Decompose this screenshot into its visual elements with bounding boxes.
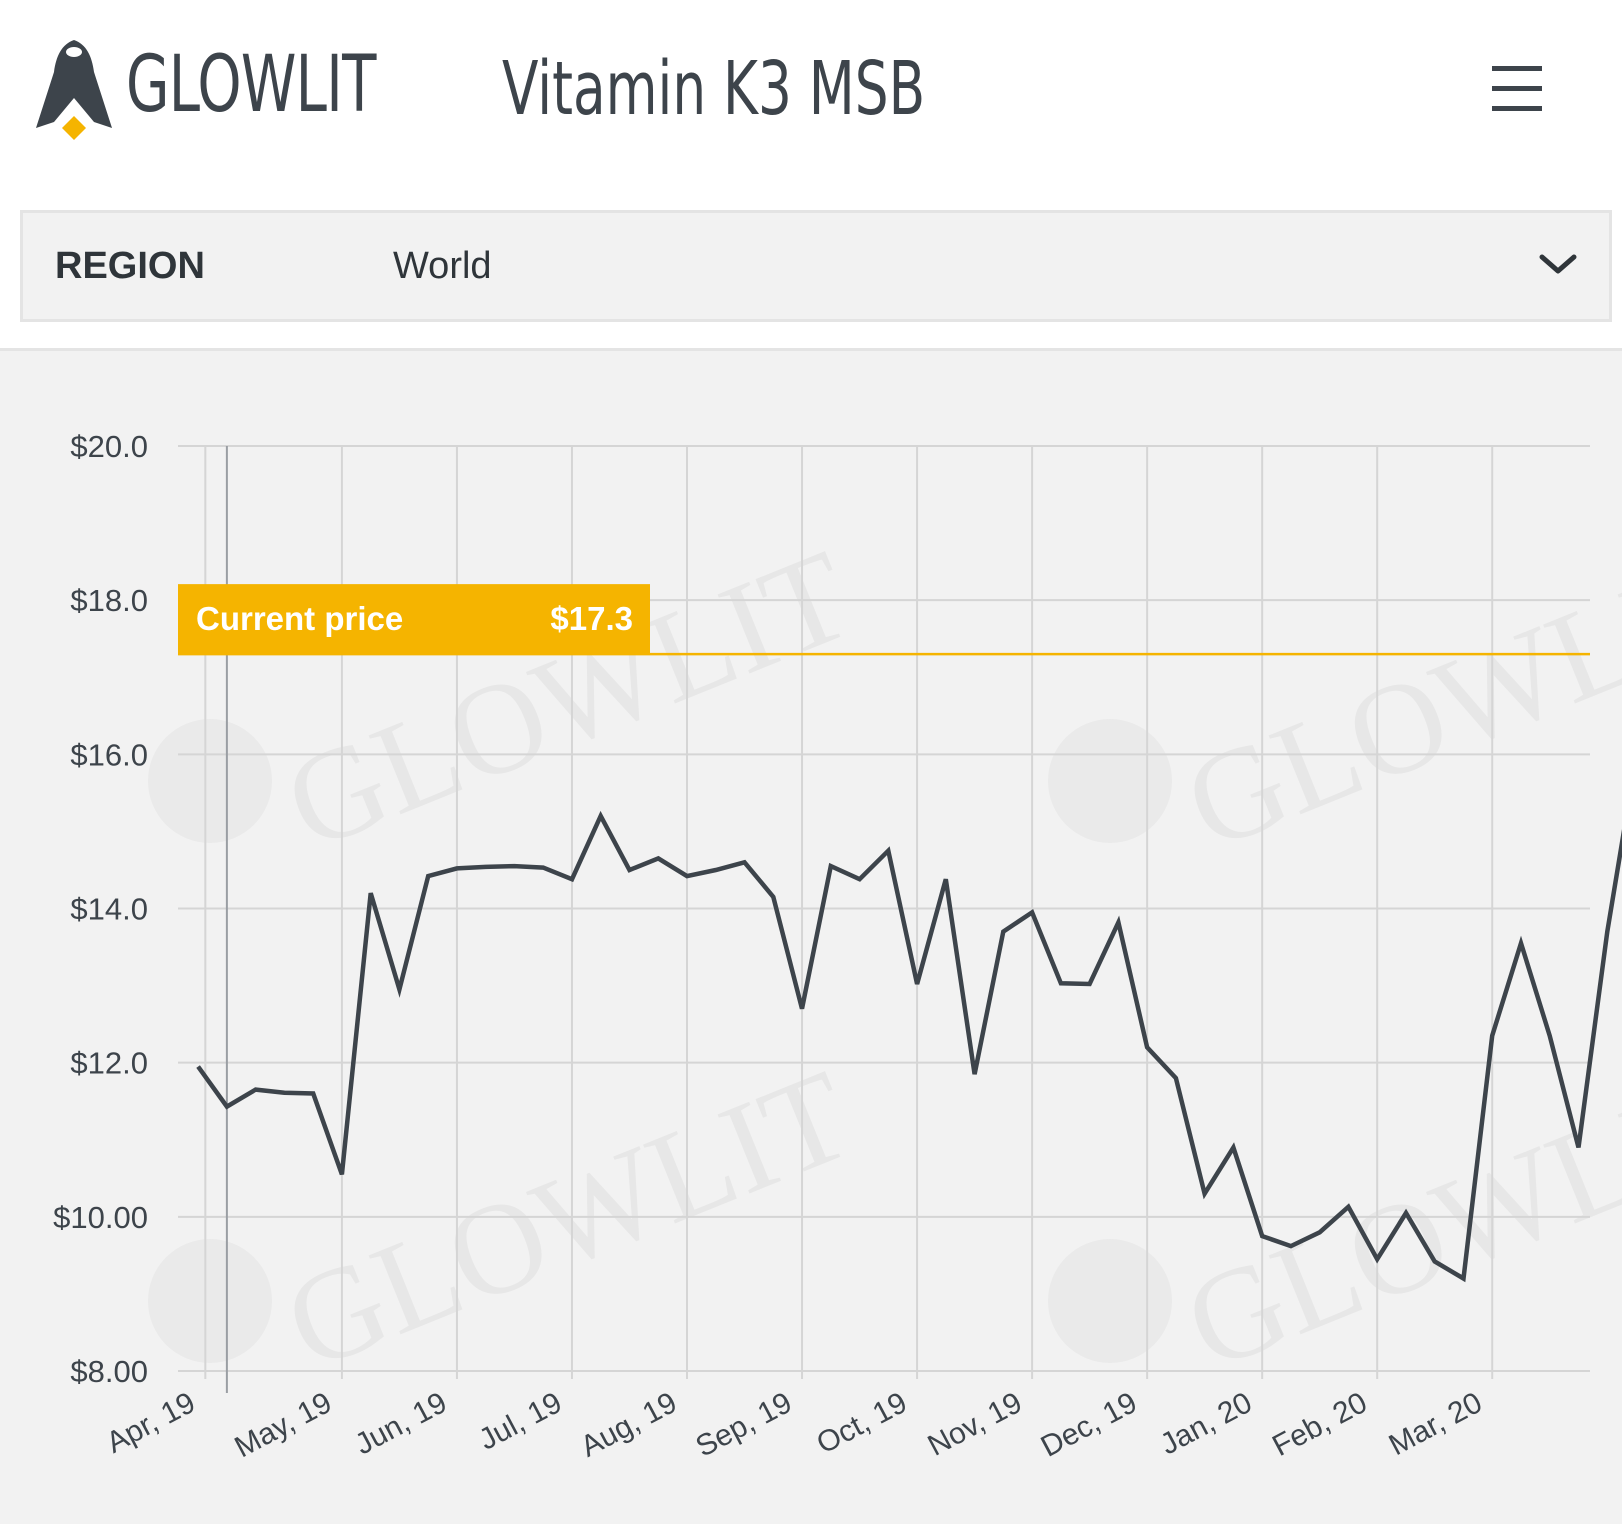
y-tick-label: $8.00 [70, 1354, 148, 1389]
x-tick-label: Nov, 19 [923, 1386, 1028, 1463]
price-series-line [196, 810, 1622, 1283]
x-tick-label: May, 19 [229, 1386, 337, 1464]
x-tick-label: Mar, 20 [1384, 1386, 1488, 1462]
region-selected-value: World [393, 245, 492, 287]
y-tick-label: $10.00 [53, 1200, 148, 1235]
watermark-text: GLOWLIT [1167, 1043, 1622, 1398]
watermark-logo-icon [148, 1239, 272, 1363]
brand-name[interactable]: GLOWLIT [126, 40, 376, 130]
x-tick-label: Feb, 20 [1267, 1386, 1372, 1463]
chart-area: GLOWLIT GLOWLIT GLOWLIT GLOWLIT $20.0 $18.0 $1… [0, 348, 1622, 1524]
x-tick-label: Aug, 19 [575, 1386, 682, 1464]
x-tick-label: Jul, 19 [474, 1386, 568, 1457]
y-tick-label: $14.0 [70, 892, 148, 927]
glowlit-logo-icon[interactable] [34, 38, 114, 142]
region-label: REGION [55, 245, 205, 287]
price-chart: GLOWLIT GLOWLIT GLOWLIT GLOWLIT $20.0 $18.0 $1… [53, 429, 1622, 1464]
watermark-logo-icon [148, 719, 272, 843]
hamburger-menu-icon[interactable] [1492, 66, 1544, 112]
current-price-value: $17.3 [550, 600, 633, 637]
region-select[interactable]: REGION World [20, 210, 1612, 322]
current-price-label: Current price [196, 600, 403, 637]
y-tick-label: $16.0 [70, 737, 148, 772]
page-title: Vitamin K3 MSB [502, 46, 926, 132]
watermark-logo-icon [1048, 719, 1172, 843]
current-price-box [178, 584, 650, 655]
y-tick-label: $20.0 [70, 429, 148, 464]
chevron-down-icon [1539, 254, 1577, 274]
header: GLOWLIT Vitamin K3 MSB [0, 0, 1622, 180]
watermark-text: GLOWLIT [1167, 523, 1622, 878]
watermark-text: GLOWLIT [267, 1043, 870, 1398]
x-tick-label: Apr, 19 [101, 1386, 200, 1460]
x-tick-label: Jan, 20 [1155, 1386, 1257, 1461]
x-tick-label: Dec, 19 [1036, 1386, 1143, 1464]
y-tick-label: $18.0 [70, 583, 148, 618]
watermark-text: GLOWLIT [267, 523, 870, 878]
x-tick-label: Jun, 19 [350, 1386, 452, 1461]
watermark-logo-icon [1048, 1239, 1172, 1363]
y-tick-label: $12.0 [70, 1046, 148, 1081]
x-tick-label: Oct, 19 [811, 1386, 912, 1461]
x-tick-label: Sep, 19 [691, 1386, 798, 1464]
